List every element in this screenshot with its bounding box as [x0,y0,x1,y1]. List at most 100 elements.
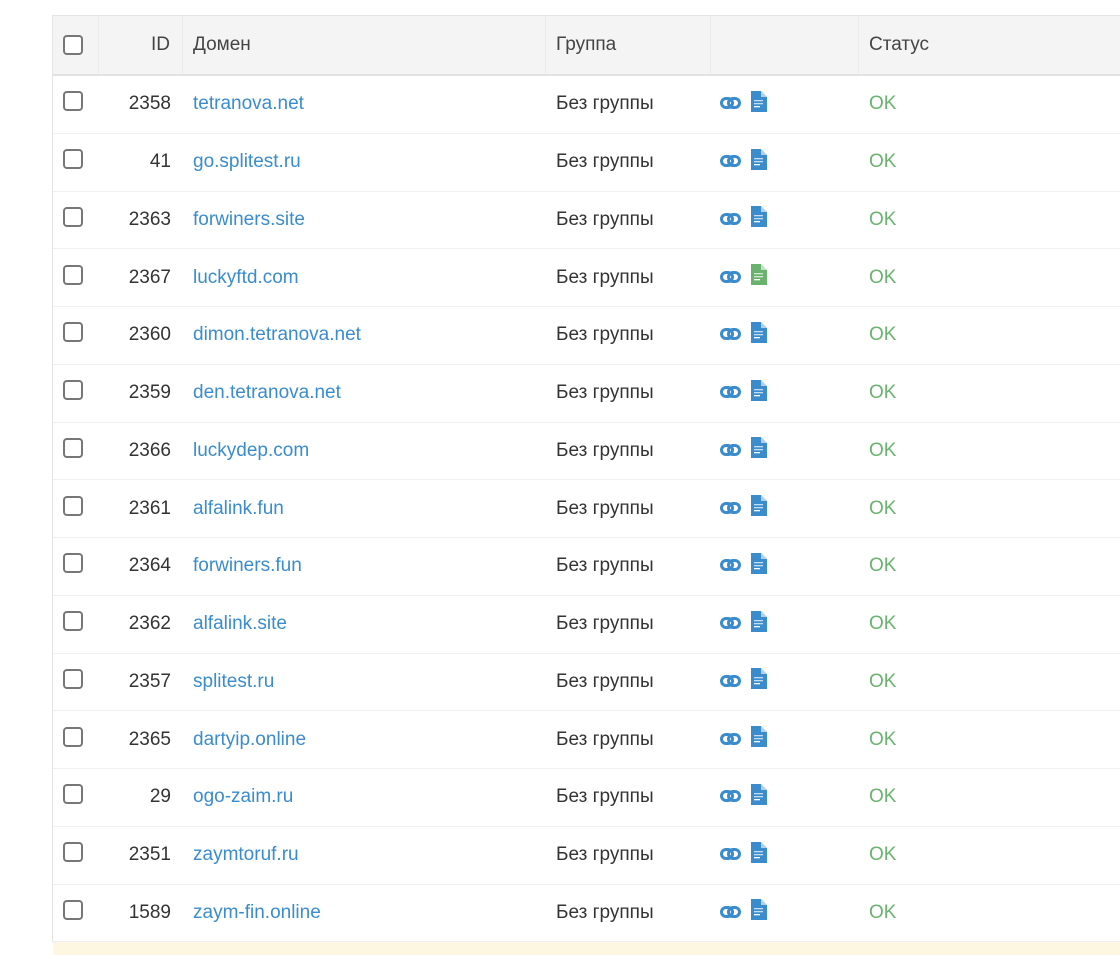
status-badge: OK [869,151,897,173]
domain-link[interactable]: dartyip.online [193,728,307,750]
select-all-cell [53,16,99,74]
select-all-checkbox[interactable] [63,35,83,55]
row-group: Без группы [556,93,654,115]
domain-cell: den.tetranova.net [183,382,546,404]
document-icon[interactable] [750,899,767,926]
status-badge: OK [869,728,897,750]
domain-link[interactable]: alfalink.fun [193,497,284,519]
document-icon[interactable] [750,379,767,407]
row-checkbox[interactable] [63,206,83,227]
domain-link[interactable]: alfalink.site [193,613,287,635]
document-icon[interactable] [750,321,767,349]
row-checkbox[interactable] [63,380,83,401]
select-cell [53,322,99,348]
table-row: 2367 luckyftd.com Без группы OK [53,249,1120,307]
row-group: Без группы [556,786,654,808]
table-row: 2359 den.tetranova.net Без группы OK [53,365,1120,423]
table-row: 41 go.splitest.ru Без группы OK [53,134,1120,192]
link-icon[interactable] [720,440,741,462]
row-checkbox[interactable] [63,842,83,863]
row-actions [711,726,859,753]
row-checkbox[interactable] [63,784,83,805]
domain-link[interactable]: den.tetranova.net [193,382,341,404]
link-icon[interactable] [720,555,741,577]
document-icon[interactable] [750,437,767,464]
domain-link[interactable]: zaym-fin.online [193,901,321,923]
document-icon[interactable] [750,610,767,638]
row-checkbox[interactable] [63,899,83,920]
table-row: 2362 alfalink.site Без группы OK [53,596,1120,654]
header-actions [711,16,859,74]
select-cell [53,842,99,868]
document-icon[interactable] [750,206,767,233]
domain-link[interactable]: go.splitest.ru [193,151,301,173]
link-icon[interactable] [720,498,741,520]
row-id: 2366 [128,439,171,461]
domain-cell: ogo-zaim.ru [183,786,546,808]
document-icon[interactable] [750,148,767,176]
document-icon[interactable] [750,783,767,811]
document-icon[interactable] [750,495,767,522]
select-cell [53,437,99,464]
domain-link[interactable]: ogo-zaim.ru [193,786,294,808]
row-actions [711,437,859,464]
row-checkbox[interactable] [63,611,83,632]
table-row: 2358 tetranova.net Без группы OK [53,76,1120,134]
row-checkbox[interactable] [63,322,83,343]
link-icon[interactable] [720,382,741,404]
domain-link[interactable]: luckydep.com [193,439,310,461]
link-icon[interactable] [720,786,741,808]
domain-link[interactable]: dimon.tetranova.net [193,324,361,346]
link-icon[interactable] [720,267,741,289]
table-row: 2366 luckydep.com Без группы OK [53,423,1120,481]
row-id: 2362 [128,613,171,635]
link-icon[interactable] [720,613,741,635]
table-row: 2360 dimon.tetranova.net Без группы OK [53,307,1120,365]
link-icon[interactable] [720,324,741,346]
domain-link[interactable]: splitest.ru [193,670,275,692]
header-id[interactable]: ID [99,16,183,74]
row-checkbox[interactable] [63,668,83,689]
header-status[interactable]: Статус [869,34,930,55]
row-checkbox[interactable] [63,91,83,112]
link-icon[interactable] [720,671,741,693]
domain-link[interactable]: luckyftd.com [193,266,299,288]
select-cell [53,495,99,522]
row-checkbox[interactable] [63,726,83,747]
row-checkbox[interactable] [63,437,83,458]
link-icon[interactable] [720,902,741,924]
row-checkbox[interactable] [63,553,83,574]
select-cell [53,206,99,233]
row-checkbox[interactable] [63,495,83,516]
link-icon[interactable] [720,844,741,866]
link-icon[interactable] [720,151,741,173]
row-checkbox[interactable] [63,264,83,285]
link-icon[interactable] [720,729,741,751]
row-actions [711,90,859,118]
domain-link[interactable]: zaymtoruf.ru [193,844,299,866]
domain-link[interactable]: forwiners.site [193,208,305,230]
document-icon[interactable] [750,668,767,695]
table-row: 2364 forwiners.fun Без группы OK [53,538,1120,596]
row-checkbox[interactable] [63,149,83,170]
status-badge: OK [869,208,897,230]
document-icon[interactable] [750,726,767,753]
domain-link[interactable]: forwiners.fun [193,555,302,577]
document-icon[interactable] [750,90,767,118]
header-group[interactable]: Группа [546,16,711,74]
header-domain[interactable]: Домен [183,16,546,74]
document-icon[interactable] [750,264,767,291]
document-icon[interactable] [750,552,767,580]
domain-cell: go.splitest.ru [183,151,546,173]
row-group: Без группы [556,670,654,692]
row-actions [711,783,859,811]
link-icon[interactable] [720,93,741,115]
row-id: 2351 [128,844,171,866]
domain-cell: forwiners.site [183,209,546,231]
link-icon[interactable] [720,209,741,231]
document-icon[interactable] [750,841,767,869]
row-actions [711,841,859,869]
domain-link[interactable]: tetranova.net [193,93,304,115]
domain-cell: alfalink.fun [183,498,546,520]
row-actions [711,321,859,349]
